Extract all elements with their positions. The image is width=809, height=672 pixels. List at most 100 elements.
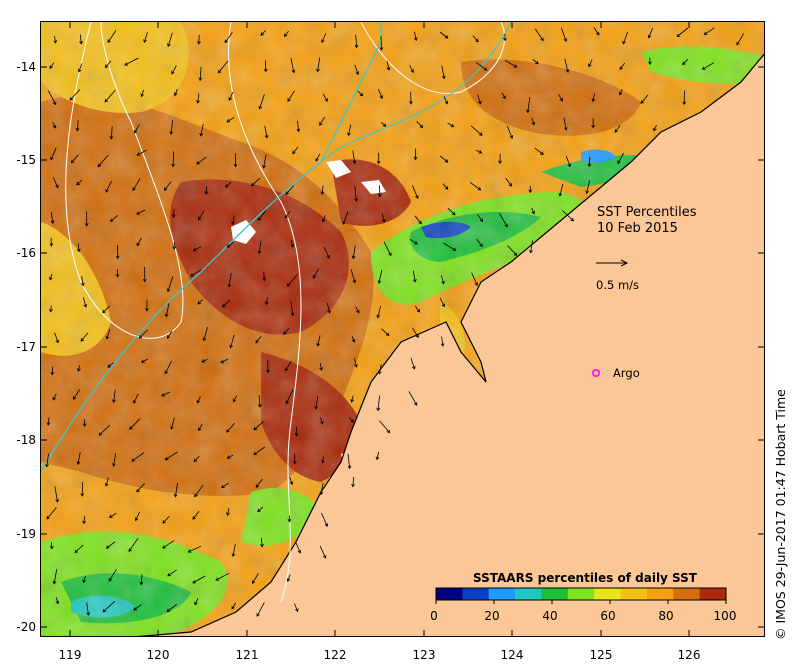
velocity-arrow-head bbox=[49, 65, 53, 69]
velocity-arrow bbox=[619, 89, 623, 95]
velocity-arrow-head bbox=[77, 368, 81, 372]
velocity-arrow-head bbox=[503, 37, 507, 42]
velocity-arrow-head bbox=[351, 483, 355, 488]
velocity-arrow bbox=[197, 299, 203, 305]
scale-arrow-head bbox=[620, 259, 629, 267]
velocity-arrow bbox=[531, 207, 535, 214]
velocity-arrow bbox=[79, 34, 82, 44]
velocity-arrow-head bbox=[75, 127, 80, 132]
velocity-arrow bbox=[102, 601, 116, 613]
velocity-arrow bbox=[355, 306, 360, 313]
velocity-arrow-head bbox=[164, 456, 169, 461]
velocity-arrow-head bbox=[347, 132, 351, 137]
velocity-arrow bbox=[222, 299, 231, 308]
velocity-arrow bbox=[167, 569, 177, 577]
velocity-arrow bbox=[350, 269, 356, 283]
velocity-arrow bbox=[284, 210, 291, 219]
velocity-arrow bbox=[354, 186, 357, 202]
velocity-arrow-head bbox=[376, 160, 381, 165]
velocity-arrow-head bbox=[227, 283, 232, 288]
velocity-arrow-head bbox=[109, 218, 114, 222]
velocity-arrow bbox=[200, 124, 204, 136]
velocity-arrow-head bbox=[76, 248, 81, 253]
velocity-arrow bbox=[232, 215, 235, 225]
velocity-arrow-head bbox=[140, 93, 144, 98]
velocity-arrow bbox=[290, 57, 295, 73]
velocity-arrow-head bbox=[82, 520, 87, 525]
velocity-arrow bbox=[284, 30, 289, 37]
velocity-arrow-head bbox=[479, 218, 484, 223]
velocity-arrow bbox=[227, 508, 230, 516]
velocity-arrow-head bbox=[682, 101, 687, 106]
velocity-arrow bbox=[141, 89, 144, 97]
vector-scale-label: 0.5 m/s bbox=[596, 278, 640, 292]
velocity-arrow-head bbox=[703, 31, 708, 36]
velocity-arrow-head bbox=[283, 33, 288, 37]
velocity-arrow-head bbox=[262, 164, 266, 169]
lon-tick-label: 122 bbox=[323, 648, 347, 662]
velocity-arrow bbox=[106, 328, 111, 339]
lat-tick-label: -19 bbox=[16, 527, 36, 541]
velocity-arrow-head bbox=[498, 160, 502, 165]
velocity-arrow bbox=[442, 183, 449, 190]
velocity-arrow-head bbox=[319, 491, 324, 496]
velocity-arrow-head bbox=[315, 157, 319, 162]
velocity-arrow bbox=[50, 147, 57, 160]
velocity-arrow bbox=[52, 122, 57, 129]
velocity-arrow-head bbox=[82, 579, 86, 584]
colorbar-segment bbox=[673, 588, 701, 600]
velocity-arrow-head bbox=[136, 488, 140, 493]
velocity-arrow-head bbox=[386, 429, 390, 434]
velocity-arrow bbox=[355, 34, 358, 48]
velocity-arrow bbox=[136, 483, 145, 493]
velocity-arrow-head bbox=[257, 508, 261, 513]
velocity-arrow-head bbox=[133, 400, 137, 404]
velocity-arrow-head bbox=[285, 367, 289, 372]
velocity-arrow-head bbox=[224, 184, 229, 188]
velocity-arrow-head bbox=[540, 37, 544, 42]
velocity-arrow-head bbox=[196, 100, 200, 104]
velocity-arrow-head bbox=[105, 335, 110, 340]
velocity-arrow-head bbox=[132, 187, 136, 191]
velocity-arrow bbox=[110, 126, 113, 139]
velocity-arrow-head bbox=[287, 518, 292, 523]
velocity-arrow-head bbox=[192, 247, 197, 252]
velocity-arrow-head bbox=[479, 243, 483, 248]
velocity-arrow-head bbox=[231, 553, 236, 557]
contour-line bbox=[65, 22, 184, 339]
lon-tick-label: 126 bbox=[677, 648, 701, 662]
velocity-arrow bbox=[315, 395, 319, 409]
velocity-arrow bbox=[139, 329, 149, 339]
velocity-arrow bbox=[563, 117, 567, 130]
velocity-arrow-head bbox=[477, 100, 482, 105]
velocity-arrow-head bbox=[375, 456, 380, 461]
velocity-arrow-head bbox=[229, 344, 233, 349]
velocity-arrow-head bbox=[283, 331, 287, 335]
velocity-arrow bbox=[441, 65, 445, 79]
velocity-arrow bbox=[317, 57, 321, 72]
velocity-arrow-head bbox=[478, 150, 483, 154]
velocity-arrow-head bbox=[376, 314, 381, 319]
velocity-arrow bbox=[414, 215, 422, 224]
velocity-arrow-head bbox=[354, 198, 358, 202]
velocity-arrow bbox=[83, 575, 86, 583]
velocity-arrow-head bbox=[198, 216, 202, 221]
velocity-arrow bbox=[501, 92, 506, 99]
velocity-vectors bbox=[45, 27, 744, 617]
velocity-arrow bbox=[104, 89, 116, 103]
velocity-arrow-head bbox=[342, 221, 346, 225]
velocity-arrow-head bbox=[197, 300, 201, 305]
velocity-arrow bbox=[110, 214, 119, 222]
velocity-arrow bbox=[83, 297, 87, 308]
velocity-arrow-head bbox=[197, 41, 201, 45]
velocity-arrow bbox=[477, 94, 481, 104]
velocity-arrow-head bbox=[136, 242, 140, 247]
velocity-arrow bbox=[682, 59, 688, 65]
velocity-arrow-head bbox=[172, 246, 177, 250]
velocity-arrow bbox=[322, 456, 324, 463]
velocity-arrow bbox=[69, 89, 81, 101]
velocity-arrow-head bbox=[290, 312, 295, 317]
velocity-arrow bbox=[648, 27, 654, 38]
velocity-arrow bbox=[106, 541, 116, 549]
velocity-arrow-head bbox=[416, 308, 420, 313]
